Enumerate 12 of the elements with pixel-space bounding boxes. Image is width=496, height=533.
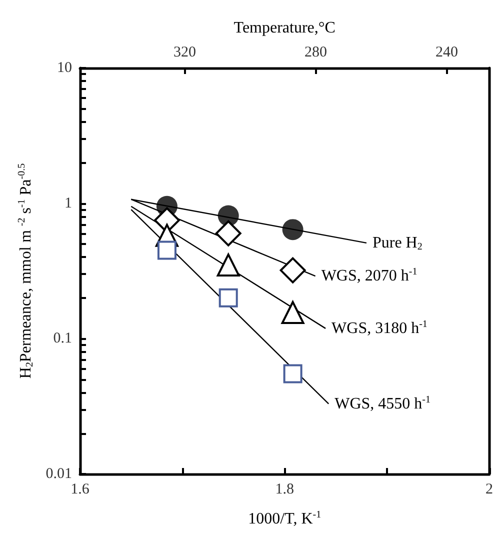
x-tick-label: 2 — [486, 482, 493, 498]
y-tick-label: 10 — [57, 60, 72, 76]
y-tick-label: 0.01 — [46, 466, 72, 482]
x-tick-label: 1.8 — [275, 482, 294, 498]
x2-tick-label: 280 — [304, 44, 327, 60]
x2-tick-label: 320 — [174, 44, 196, 60]
x2-axis-title: Temperature,°C — [234, 20, 336, 36]
y-tick-label: 1 — [64, 195, 72, 212]
y-tick-label: 0.1 — [53, 330, 72, 347]
y-axis-title: H2Permeance, mmol m -2 s-1 Pa-0.5 — [16, 163, 36, 379]
x-tick-label: 1.6 — [70, 482, 90, 498]
x2-tick-label: 240 — [435, 44, 458, 60]
